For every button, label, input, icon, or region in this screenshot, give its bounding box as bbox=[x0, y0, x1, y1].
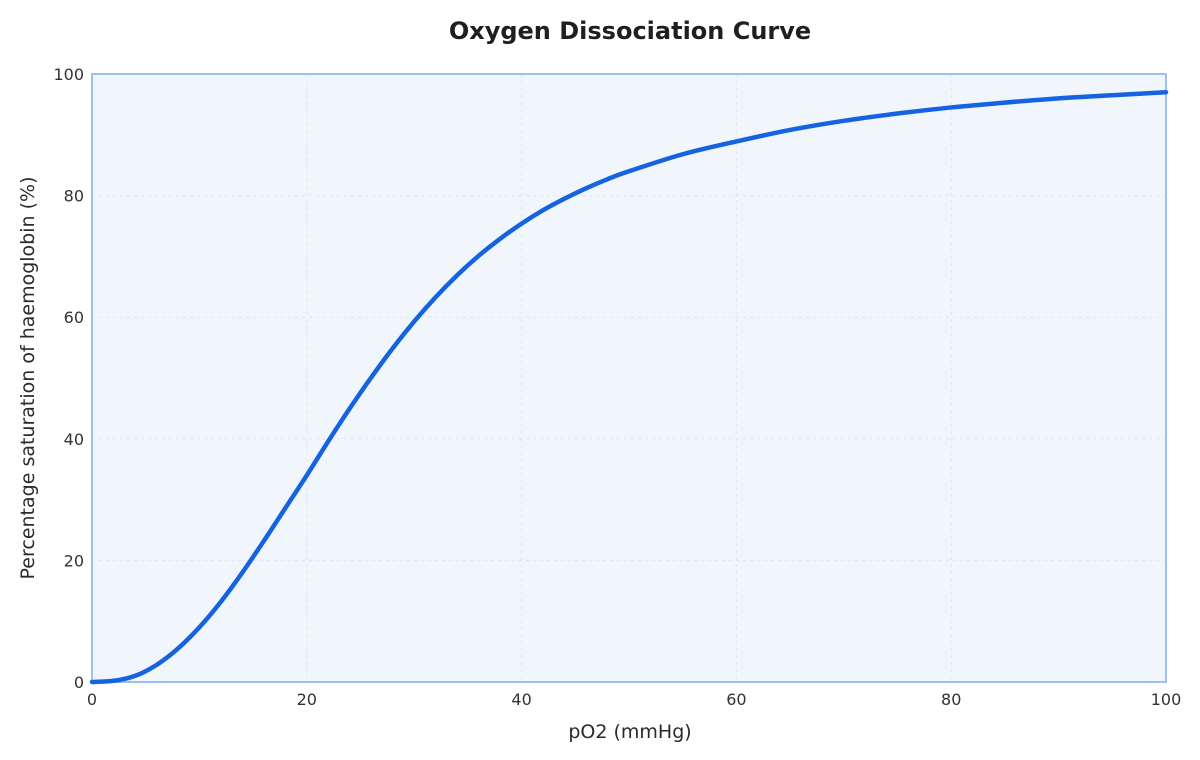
x-tick-label: 20 bbox=[297, 690, 317, 709]
y-tick-label: 20 bbox=[64, 551, 84, 570]
chart-title: Oxygen Dissociation Curve bbox=[449, 17, 811, 45]
x-tick-label: 40 bbox=[511, 690, 531, 709]
x-tick-label: 0 bbox=[87, 690, 97, 709]
x-axis-ticks: 0 20 40 60 80 100 bbox=[87, 690, 1181, 709]
plot-border bbox=[91, 73, 1167, 683]
x-tick-label: 80 bbox=[941, 690, 961, 709]
series-layer bbox=[89, 89, 1169, 685]
x-axis-label: pO2 (mmHg) bbox=[568, 721, 691, 743]
series-line bbox=[89, 89, 1169, 685]
y-tick-label: 60 bbox=[64, 308, 84, 327]
x-tick-label: 60 bbox=[726, 690, 746, 709]
y-tick-label: 100 bbox=[53, 65, 84, 84]
y-axis-ticks: 0 20 40 60 80 100 bbox=[53, 65, 84, 692]
x-tick-label: 100 bbox=[1151, 690, 1182, 709]
y-tick-label: 40 bbox=[64, 430, 84, 449]
y-tick-label: 80 bbox=[64, 187, 84, 206]
y-axis-label: Percentage saturation of haemoglobin (%) bbox=[17, 177, 39, 580]
y-tick-label: 0 bbox=[74, 673, 84, 692]
grid-lines bbox=[92, 74, 1166, 682]
plot-area bbox=[92, 74, 1166, 682]
